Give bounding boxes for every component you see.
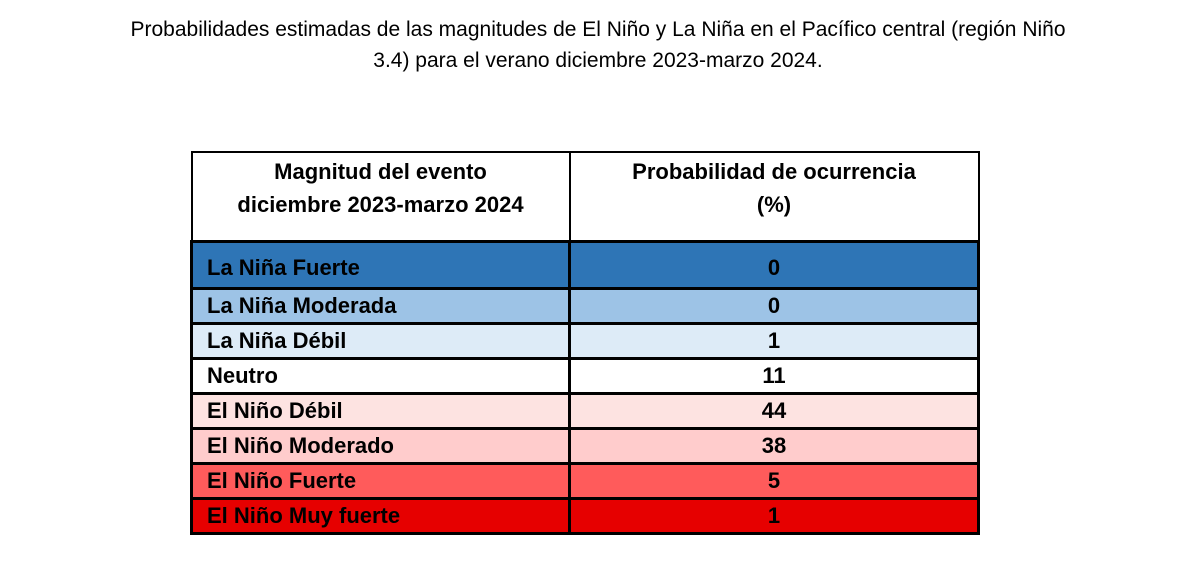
probability-cell: 0	[568, 240, 980, 290]
table-row: La Niña Moderada 0	[190, 287, 980, 325]
header-magnitude-line-1: Magnitud del evento	[274, 159, 487, 184]
probability-cell: 1	[568, 322, 980, 360]
event-magnitude-cell: El Niño Muy fuerte	[190, 497, 571, 535]
probability-cell: 11	[568, 357, 980, 395]
probability-cell: 38	[568, 427, 980, 465]
table-header-row: Magnitud del evento diciembre 2023-marzo…	[190, 151, 980, 243]
table-row: La Niña Débil 1	[190, 322, 980, 360]
table-row: El Niño Moderado 38	[190, 427, 980, 465]
event-magnitude-cell: El Niño Débil	[190, 392, 571, 430]
header-probability-line-1: Probabilidad de ocurrencia	[632, 159, 916, 184]
probability-cell: 5	[568, 462, 980, 500]
event-magnitude-cell: La Niña Moderada	[190, 287, 571, 325]
table-row: El Niño Fuerte 5	[190, 462, 980, 500]
header-probability: Probabilidad de ocurrencia (%)	[568, 151, 980, 243]
table-row: El Niño Muy fuerte 1	[190, 497, 980, 535]
table-row: El Niño Débil 44	[190, 392, 980, 430]
table-row: Neutro 11	[190, 357, 980, 395]
event-magnitude-cell: El Niño Fuerte	[190, 462, 571, 500]
event-magnitude-cell: La Niña Débil	[190, 322, 571, 360]
header-magnitude: Magnitud del evento diciembre 2023-marzo…	[190, 151, 571, 243]
event-magnitude-cell: La Niña Fuerte	[190, 240, 571, 290]
probability-cell: 0	[568, 287, 980, 325]
document-title: Probabilidades estimadas de las magnitud…	[0, 14, 1196, 76]
table-row: La Niña Fuerte 0	[190, 240, 980, 290]
header-magnitude-line-2: diciembre 2023-marzo 2024	[237, 192, 524, 217]
probability-table: Magnitud del evento diciembre 2023-marzo…	[190, 151, 980, 535]
event-magnitude-cell: El Niño Moderado	[190, 427, 571, 465]
header-probability-line-2: (%)	[756, 192, 792, 217]
title-line-2: 3.4) para el verano diciembre 2023-marzo…	[373, 49, 823, 72]
title-line-1: Probabilidades estimadas de las magnitud…	[130, 18, 1066, 41]
probability-cell: 1	[568, 497, 980, 535]
event-magnitude-cell: Neutro	[190, 357, 571, 395]
probability-cell: 44	[568, 392, 980, 430]
